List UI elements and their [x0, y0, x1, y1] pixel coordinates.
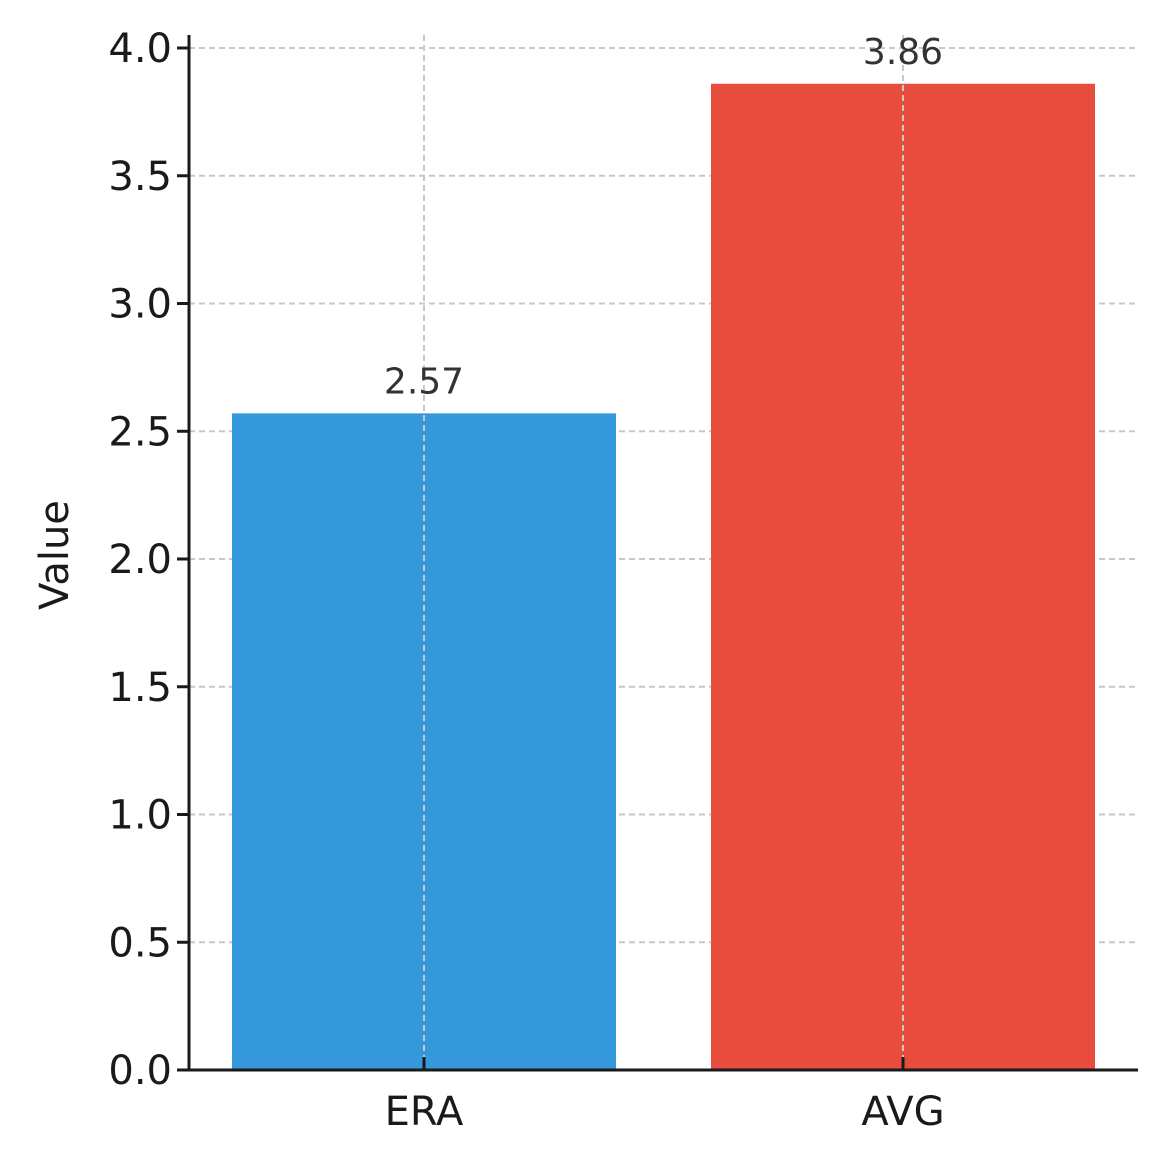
y-tick-label: 4.0	[108, 26, 172, 72]
y-tick-label: 1.5	[108, 665, 172, 711]
y-tick-label: 1.0	[108, 793, 172, 839]
x-tick-label: ERA	[385, 1089, 464, 1135]
bars	[232, 83, 1095, 1070]
y-tick-label: 2.0	[108, 537, 172, 583]
y-tick-label: 3.5	[108, 154, 172, 200]
value-label: 3.86	[863, 32, 943, 73]
value-labels: 2.57 3.86	[384, 32, 943, 403]
y-axis-label: Value	[32, 500, 78, 610]
value-label: 2.57	[384, 361, 464, 402]
axes: 0.0 0.5 1.0 1.5 2.0 2.5 3.0 3.5 4.0 ERA AVG	[108, 26, 1138, 1135]
y-tick-label: 0.0	[108, 1048, 172, 1094]
y-tick-label: 3.0	[108, 282, 172, 328]
bar-era	[232, 413, 616, 1070]
x-tick-label: AVG	[861, 1089, 944, 1135]
y-tick-label: 2.5	[108, 409, 172, 455]
vertical-grid	[423, 35, 904, 1070]
y-tick-label: 0.5	[108, 920, 172, 966]
